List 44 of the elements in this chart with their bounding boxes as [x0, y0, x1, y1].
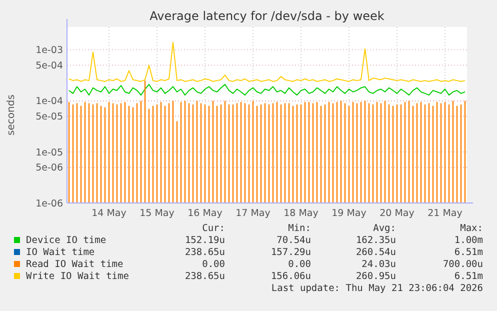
text: 6.51m: [454, 271, 484, 282]
legend-label: IO Wait time: [26, 247, 95, 258]
x-tick-label: 19 May: [332, 208, 367, 219]
text: 157.29u: [270, 247, 311, 258]
line-series: [68, 84, 466, 96]
text: 156.06u: [270, 271, 311, 282]
text: 238.65u: [184, 247, 225, 258]
x-tick-label: 18 May: [284, 208, 319, 219]
x-tick-label: 15 May: [140, 208, 175, 219]
text: 700.00u: [442, 259, 483, 270]
text: Avg:: [373, 223, 396, 234]
text: 260.54u: [356, 247, 396, 258]
y-tick-label: 1e-06: [36, 198, 63, 210]
text: Last update: Thu May 21 23:06:04 2026: [271, 283, 484, 294]
y-tick-label: 1e-05: [36, 147, 63, 158]
text: 24.03u: [362, 259, 396, 270]
chart-title: Average latency for /dev/sda - by week: [150, 9, 384, 23]
y-tick-label: 1e-03: [36, 45, 63, 56]
text: 260.95u: [356, 271, 396, 282]
x-tick-label: 16 May: [188, 208, 223, 219]
x-tick-label: 17 May: [236, 208, 271, 219]
y-axis-title: seconds: [6, 94, 17, 136]
y-tick-label: 5e-04: [36, 60, 63, 72]
x-tick-label: 20 May: [380, 208, 415, 219]
text: 70.54u: [276, 235, 311, 246]
x-tick-label: 14 May: [92, 208, 127, 219]
legend-label: Read IO Wait time: [26, 259, 124, 270]
text: 0.00: [288, 259, 312, 270]
text: Cur:: [202, 223, 225, 234]
x-tick-label: 21 May: [428, 208, 463, 219]
legend-label: Device IO time: [26, 235, 106, 246]
text: 238.65u: [184, 271, 225, 282]
legend-label: Write IO Wait time: [26, 271, 130, 282]
y-tick-label: 5e-05: [36, 112, 63, 123]
text: 1.00m: [454, 235, 484, 246]
y-tick-label: 1e-04: [36, 96, 63, 108]
text: Max:: [460, 223, 483, 234]
text: 6.51m: [454, 247, 484, 258]
text: 162.35u: [356, 235, 396, 246]
text: 0.00: [202, 259, 226, 270]
y-tick-label: 5e-06: [36, 162, 63, 174]
text: Min:: [288, 223, 311, 234]
text: 152.19u: [184, 235, 225, 246]
line-series: [68, 42, 466, 82]
